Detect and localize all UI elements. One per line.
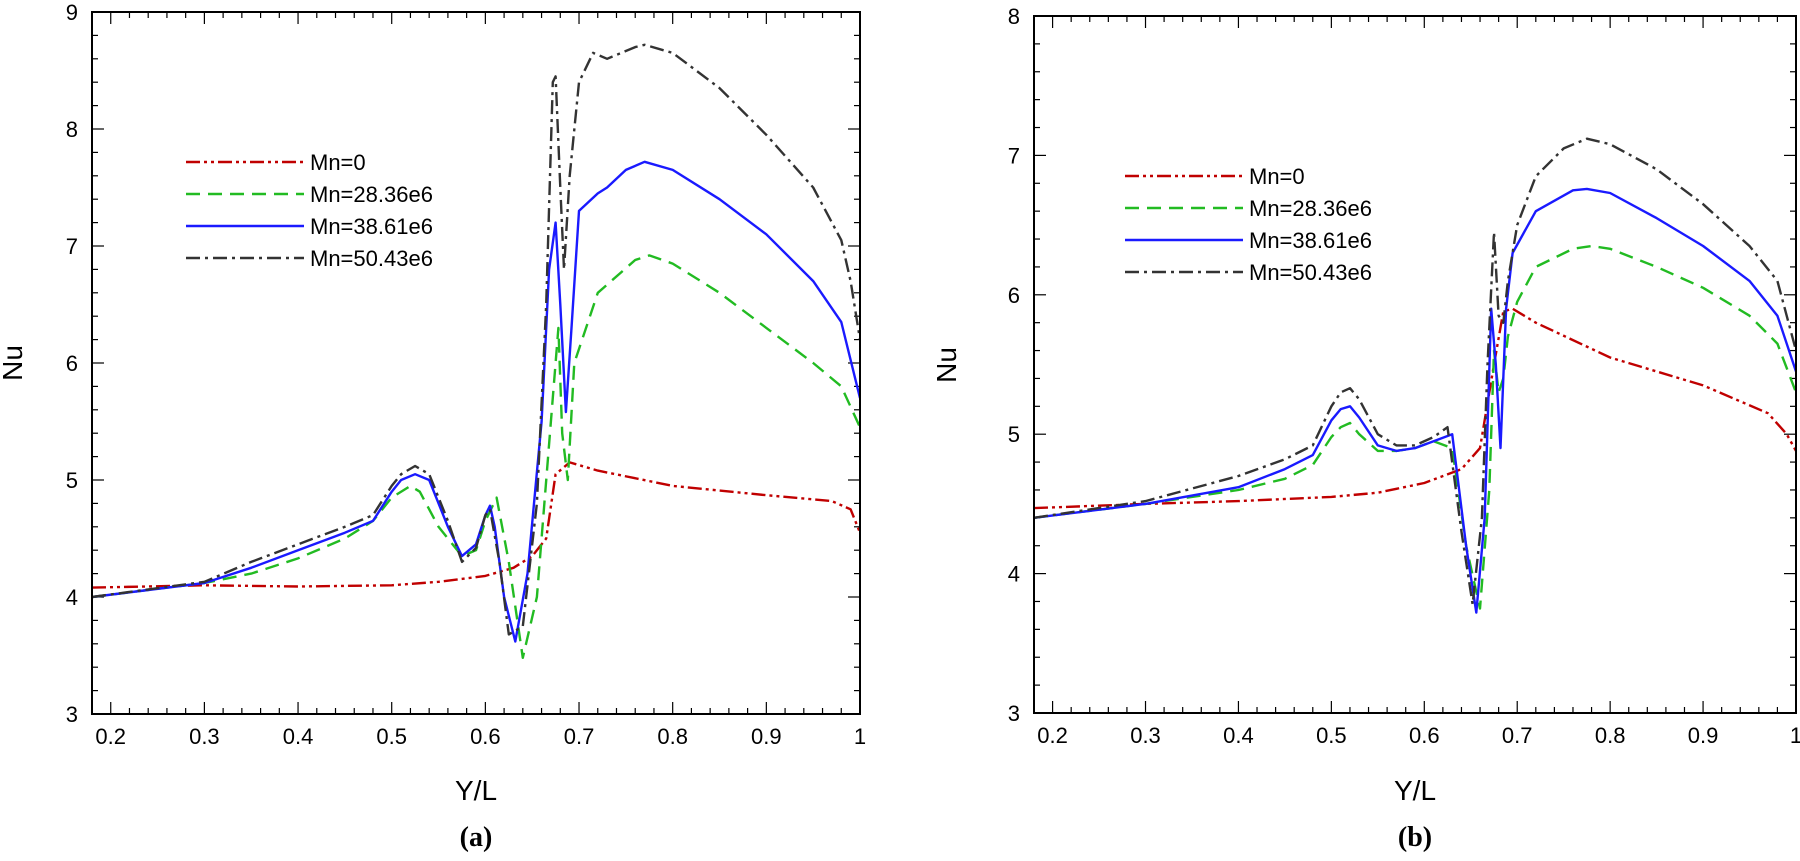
- y-tick-label: 7: [66, 234, 78, 259]
- x-tick-label: 0.3: [189, 724, 220, 749]
- series-line-Mn=0: [92, 461, 860, 589]
- series-line-Mn=28.36e6: [1034, 244, 1796, 610]
- x-tick-label: 0.7: [564, 724, 595, 749]
- y-tick-label: 4: [1008, 562, 1020, 587]
- x-tick-label: 0.2: [1037, 723, 1068, 748]
- legend: Mn=0 Mn=28.36e6 Mn=38.61e6 Mn=50.43e6: [186, 150, 433, 271]
- legend: Mn=0 Mn=28.36e6 Mn=38.61e6 Mn=50.43e6: [1125, 164, 1372, 285]
- legend-label: Mn=50.43e6: [310, 246, 433, 271]
- x-axis-label: Y/L: [1394, 775, 1436, 806]
- x-tick-label: 0.9: [751, 724, 782, 749]
- legend-label: Mn=38.61e6: [1249, 228, 1372, 253]
- legend-label: Mn=28.36e6: [1249, 196, 1372, 221]
- panel-label: (b): [1398, 822, 1432, 853]
- y-tick-label: 5: [66, 468, 78, 493]
- panel-label: (a): [460, 822, 493, 853]
- legend-label: Mn=38.61e6: [310, 214, 433, 239]
- series-group: [92, 43, 860, 659]
- y-axis-label: Nu: [931, 347, 962, 383]
- x-tick-label: 0.8: [1595, 723, 1626, 748]
- x-tick-label: 0.4: [283, 724, 314, 749]
- series-line-Mn=50.43e6: [92, 43, 860, 636]
- x-axis-label: Y/L: [455, 775, 497, 806]
- x-tick-label: 0.2: [95, 724, 126, 749]
- x-tick-label: 0.5: [1316, 723, 1347, 748]
- y-tick-label: 3: [66, 702, 78, 727]
- x-tick-label: 0.4: [1223, 723, 1254, 748]
- x-tick-label: 1: [1790, 723, 1800, 748]
- series-line-Mn=50.43e6: [1034, 137, 1796, 606]
- y-tick-label: 4: [66, 585, 78, 610]
- legend-label: Mn=0: [310, 150, 366, 175]
- y-tick-label: 8: [66, 117, 78, 142]
- legend-label: Mn=50.43e6: [1249, 260, 1372, 285]
- series-line-Mn=38.61e6: [92, 160, 860, 643]
- y-tick-label: 7: [1008, 143, 1020, 168]
- y-tick-label: 9: [66, 0, 78, 25]
- x-tick-label: 0.7: [1502, 723, 1533, 748]
- x-tick-label: 0.8: [657, 724, 688, 749]
- y-axis-label: Nu: [0, 345, 28, 381]
- series-group: [1034, 137, 1796, 614]
- legend-label: Mn=0: [1249, 164, 1305, 189]
- y-tick-label: 8: [1008, 4, 1020, 29]
- series-line-Mn=28.36e6: [92, 254, 860, 659]
- chart-panel-b: 0.2 0.3 0.4 0.5 0.6 0.7 0.8 0.9 1 3 4 5 6 7 8 Mn=0 Mn=28…: [931, 4, 1800, 853]
- x-tick-label: 0.5: [376, 724, 407, 749]
- x-tick-label: 0.3: [1130, 723, 1161, 748]
- plot-frame: [91, 11, 861, 715]
- y-tick-label: 5: [1008, 422, 1020, 447]
- chart-panel-a: 0.2 0.3 0.4 0.5 0.6 0.7 0.8 0.9 1 3 4 5 6 7 8 9 Mn=0 Mn=2…: [0, 0, 866, 853]
- legend-label: Mn=28.36e6: [310, 182, 433, 207]
- x-tick-label: 0.6: [470, 724, 501, 749]
- y-tick-label: 6: [1008, 283, 1020, 308]
- y-tick-label: 3: [1008, 701, 1020, 726]
- x-tick-label: 1: [854, 724, 866, 749]
- x-tick-label: 0.9: [1688, 723, 1719, 748]
- x-tick-label: 0.6: [1409, 723, 1440, 748]
- plot-frame: [1033, 15, 1797, 714]
- y-tick-label: 6: [66, 351, 78, 376]
- series-line-Mn=38.61e6: [1034, 187, 1796, 614]
- series-line-Mn=0: [1034, 307, 1796, 510]
